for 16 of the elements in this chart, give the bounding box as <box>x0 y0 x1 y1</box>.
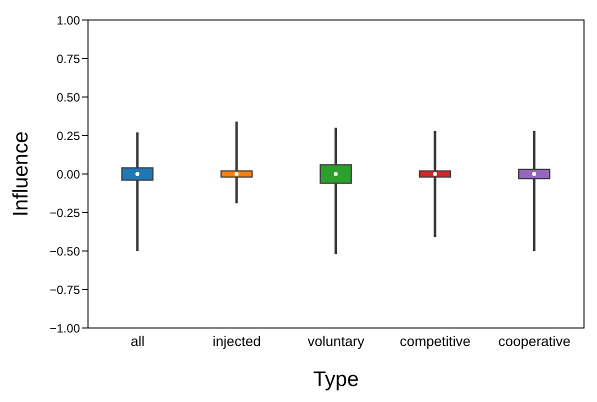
x-tick-label: voluntary <box>308 332 364 349</box>
x-tick-label: injected <box>212 332 261 349</box>
y-tick-label: −1.00 <box>50 321 80 336</box>
y-tick-label: −0.25 <box>50 206 80 220</box>
x-tick-label: all <box>130 332 145 349</box>
y-tick-label: 1.00 <box>56 13 80 28</box>
x-tick-label: cooperative <box>498 332 571 349</box>
x-axis-title: Type <box>313 368 359 391</box>
x-tick-label: competitive <box>400 332 471 349</box>
y-tick-label: −0.75 <box>50 282 80 297</box>
y-tick-label: −0.50 <box>50 244 80 258</box>
y-axis-title: Influence <box>9 131 32 217</box>
y-tick-label: 0.25 <box>56 128 80 143</box>
y-tick-label: 0.00 <box>56 167 80 182</box>
y-tick-label: 0.50 <box>56 90 80 104</box>
y-tick-label: 0.75 <box>56 52 80 66</box>
